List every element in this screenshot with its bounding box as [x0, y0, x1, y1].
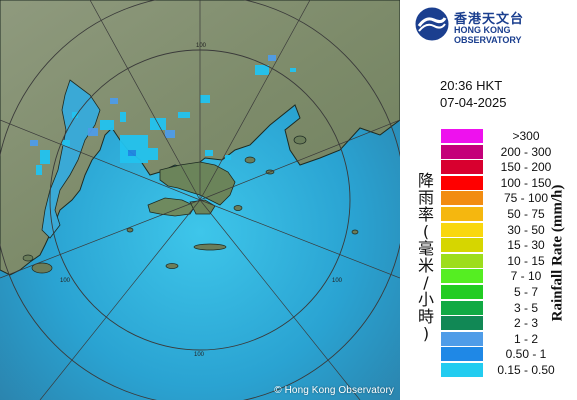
hko-logo-icon [415, 7, 449, 41]
legend-swatch [441, 362, 483, 377]
legend-swatch [441, 206, 483, 221]
legend-swatch [441, 300, 483, 315]
legend-row: 1 - 2 [440, 331, 558, 347]
legend-swatch [441, 238, 483, 253]
radar-date: 07-04-2025 [440, 95, 507, 110]
legend-title-english-wrap: Rainfall Rate (mm/h) [546, 128, 570, 378]
legend-row: 50 - 75 [440, 206, 558, 222]
legend-range: 10 - 15 [507, 253, 545, 268]
logo-english-name: HONG KONG OBSERVATORY [454, 25, 522, 45]
legend-row: 0.50 - 1 [440, 346, 558, 362]
legend-title-cn-char: 降 [417, 171, 434, 190]
legend-swatch [441, 331, 483, 346]
legend-swatch [441, 284, 483, 299]
radar-time: 20:36 HKT [440, 78, 503, 93]
radar-map-canvas: 100 100 100 100 [0, 0, 400, 400]
legend-range: 0.50 - 1 [505, 347, 547, 362]
legend-range: 75 - 100 [503, 191, 549, 206]
legend-swatch [441, 316, 483, 331]
legend-row: 150 - 200 [440, 159, 558, 175]
legend-title-cn-char: ) [422, 324, 430, 343]
legend-range: >300 [512, 129, 540, 143]
legend-title-cn-char: 米 [417, 256, 434, 275]
hong-kong-land [159, 161, 236, 206]
legend-swatch [441, 175, 483, 190]
legend-title-cn-char: 時 [417, 307, 434, 326]
range-label-south: 100 [194, 352, 205, 358]
radial-spokes [0, 0, 400, 400]
legend-swatch [441, 144, 483, 159]
legend-swatch [441, 129, 483, 143]
legend-range: 50 - 75 [507, 206, 545, 221]
legend-row: 7 - 10 [440, 268, 558, 284]
legend-swatch [441, 269, 483, 284]
legend-range: 3 - 5 [513, 300, 538, 315]
legend-swatch [441, 347, 483, 362]
legend-range: 100 - 150 [500, 175, 552, 190]
legend-row: 200 - 300 [440, 144, 558, 160]
legend-swatch [441, 191, 483, 206]
legend-row: 10 - 15 [440, 253, 558, 269]
legend-row: 5 - 7 [440, 284, 558, 300]
rainfall-legend: >300 200 - 300 150 - 200 100 - 150 75 - … [440, 128, 558, 378]
radar-map[interactable]: 100 100 100 100 © Hong Kong Observatory [0, 0, 400, 400]
range-label-north: 100 [196, 43, 207, 49]
legend-title-cn-char: ( [422, 222, 430, 241]
legend-title-cn-char: 毫 [417, 239, 434, 258]
legend-title-chinese: 降 雨 率 ( 毫 米 / 小 時 ) [416, 172, 436, 342]
legend-row: 2 - 3 [440, 315, 558, 331]
legend-row: 3 - 5 [440, 300, 558, 316]
legend-range: 5 - 7 [513, 284, 538, 299]
legend-row: 75 - 100 [440, 190, 558, 206]
legend-row: 100 - 150 [440, 175, 558, 191]
legend-range: 7 - 10 [510, 269, 542, 284]
range-label-west: 100 [60, 278, 71, 284]
legend-row: >300 [440, 128, 558, 144]
legend-row: 15 - 30 [440, 237, 558, 253]
legend-range: 1 - 2 [513, 331, 538, 346]
legend-swatch [441, 253, 483, 268]
legend-range: 0.15 - 0.50 [497, 362, 555, 377]
legend-panel: 香港天文台 HONG KONG OBSERVATORY 20:36 HKT 07… [400, 0, 577, 400]
legend-range: 15 - 30 [507, 238, 545, 253]
logo-chinese-name: 香港天文台 [454, 12, 525, 27]
copyright-text: © Hong Kong Observatory [274, 385, 394, 396]
range-label-east: 100 [332, 278, 343, 284]
lantau-island [147, 197, 196, 217]
legend-row: 30 - 50 [440, 222, 558, 238]
legend-swatch [441, 160, 483, 175]
legend-title-cn-char: 率 [417, 205, 434, 224]
legend-row: 0.15 - 0.50 [440, 362, 558, 378]
legend-title-english: Rainfall Rate (mm/h) [549, 184, 566, 322]
legend-title-cn-char: / [423, 273, 429, 292]
legend-swatch [441, 222, 483, 237]
legend-range: 30 - 50 [507, 222, 545, 237]
legend-range: 150 - 200 [500, 160, 552, 175]
legend-range: 2 - 3 [513, 316, 538, 331]
legend-range: 200 - 300 [500, 144, 552, 159]
legend-title-cn-char: 雨 [417, 188, 434, 207]
legend-title-cn-char: 小 [417, 290, 434, 309]
